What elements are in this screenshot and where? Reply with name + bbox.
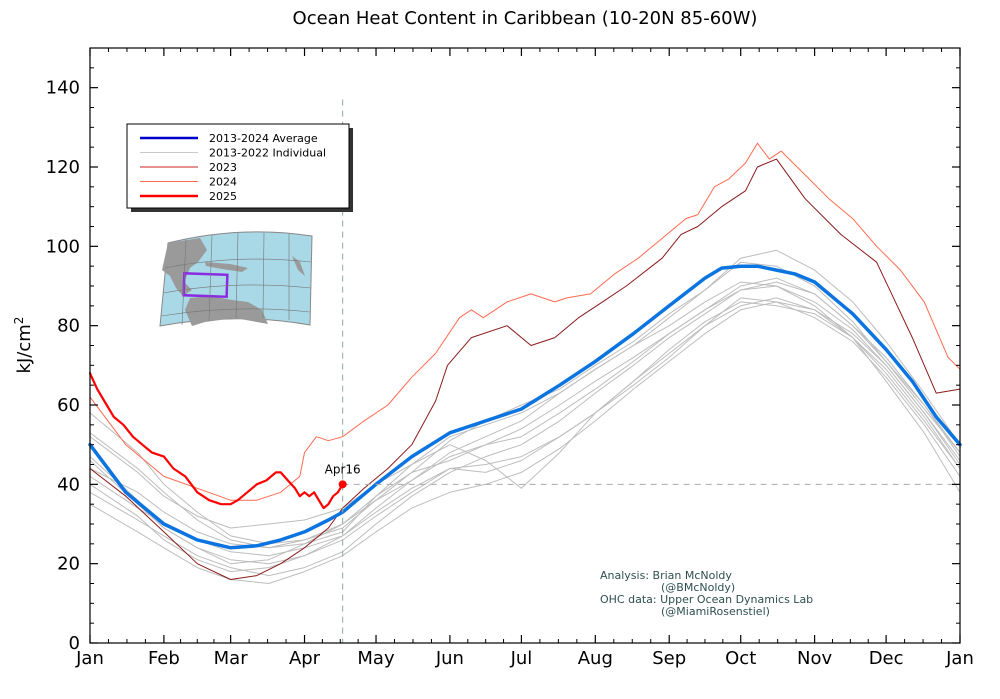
marker-layer <box>338 480 347 489</box>
series-line-2025 <box>88 372 344 510</box>
credit-data-handle: (@MiamiRosenstiel) <box>661 605 770 618</box>
legend-label: 2013-2022 Individual <box>209 147 326 160</box>
svg-text:kJ/cm2: kJ/cm2 <box>12 317 35 374</box>
x-tick-label: Sep <box>652 648 686 669</box>
series-line-2024 <box>89 142 961 501</box>
y-tick-label: 100 <box>46 236 80 257</box>
series-line-2020 <box>89 249 961 549</box>
x-tick-label: Nov <box>797 648 832 669</box>
x-tick-label: Jun <box>435 648 464 669</box>
x-tick-label: Jan <box>945 648 974 669</box>
series-line-2017 <box>89 281 961 565</box>
credit-analysis-handle: (@BMcNoldy) <box>661 581 735 594</box>
series-line-2013 <box>89 281 961 565</box>
y-axis-label-superscript: 2 <box>12 317 26 325</box>
series-line-2021 <box>89 297 961 557</box>
chart-title: Ocean Heat Content in Caribbean (10-20N … <box>293 8 758 29</box>
x-tick-label: Jan <box>75 648 104 669</box>
y-tick-label: 120 <box>46 157 80 178</box>
legend-label: 2013-2024 Average <box>209 132 318 145</box>
legend-label: 2025 <box>209 190 237 203</box>
x-tick-label: Apr <box>289 648 321 669</box>
current-value-marker <box>338 480 347 489</box>
axes-layer: 0 20 40 60 80 100 120 140 Jan Feb Mar Apr May Jun Jul A… <box>46 47 974 669</box>
legend-label: 2024 <box>209 176 237 189</box>
y-tick-label: 60 <box>57 395 80 416</box>
series-line-2023 <box>89 158 961 580</box>
y-tick-label: 140 <box>46 78 80 99</box>
credit-data-source: OHC data: Upper Ocean Dynamics Lab <box>600 593 813 606</box>
x-tick-label: Feb <box>148 648 180 669</box>
series-layer <box>88 142 962 584</box>
annotation-label: Apr16 <box>325 462 361 476</box>
credits: Analysis: Brian McNoldy (@BMcNoldy) OHC … <box>600 569 813 618</box>
x-tick-label: Dec <box>869 648 904 669</box>
series-line-2014 <box>89 301 961 573</box>
x-tick-label: Mar <box>214 648 249 669</box>
y-tick-label: 80 <box>57 316 80 337</box>
y-tick-label: 0 <box>69 633 80 654</box>
y-axis-label-text: kJ/cm <box>14 324 35 373</box>
y-tick-label: 40 <box>57 474 80 495</box>
legend-label: 2023 <box>209 161 237 174</box>
series-line-2019 <box>89 277 961 549</box>
series-line-2013-2024-average <box>88 264 962 550</box>
series-line-2022 <box>89 285 961 577</box>
x-tick-label: Aug <box>578 648 613 669</box>
x-tick-label: Oct <box>725 648 756 669</box>
x-tick-label: May <box>357 648 395 669</box>
inset-map <box>159 231 313 327</box>
y-tick-label: 20 <box>57 554 80 575</box>
y-axis-label: kJ/cm2 <box>12 317 35 374</box>
series-line-2016 <box>89 261 961 545</box>
series-line-2015 <box>89 297 961 529</box>
x-tick-label: Jul <box>510 648 533 669</box>
credit-analysis: Analysis: Brian McNoldy <box>600 569 732 582</box>
